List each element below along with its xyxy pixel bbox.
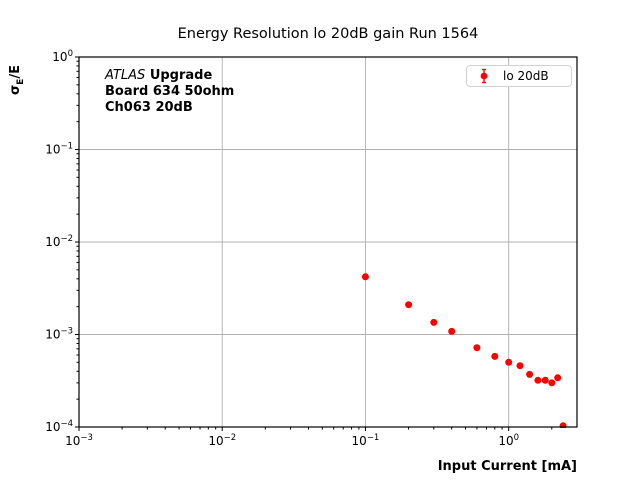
data-point — [361, 273, 369, 281]
tick-label: 10−4 — [45, 419, 73, 434]
legend-box: lo 20dB — [466, 65, 572, 87]
tick-label: 10−2 — [208, 433, 236, 448]
tick-label: 100 — [498, 433, 519, 448]
data-point — [505, 358, 513, 366]
data-point — [516, 362, 524, 370]
x-axis-label: Input Current [mA] — [437, 459, 577, 474]
tick-label: 10−1 — [45, 142, 73, 157]
tick-label: 10−2 — [45, 234, 73, 249]
data-point — [491, 352, 499, 360]
data-point — [548, 379, 556, 387]
data-point — [405, 301, 413, 309]
tick-label: 100 — [52, 49, 73, 64]
tick-label: 10−1 — [352, 433, 380, 448]
legend-label: lo 20dB — [503, 69, 549, 83]
data-point — [448, 327, 456, 335]
data-point — [526, 370, 534, 378]
axis-ticks — [75, 56, 553, 431]
data-point — [554, 374, 562, 382]
annotation-line-3: Ch063 20dB — [105, 100, 193, 115]
annotation-line-1: ATLAS Upgrade — [105, 68, 213, 83]
annotation-line-2: Board 634 50ohm — [105, 84, 235, 99]
data-point — [541, 376, 549, 384]
chart-title: Energy Resolution lo 20dB gain Run 1564 — [177, 26, 479, 42]
annotation-text: ATLAS Upgrade Board 634 50ohm Ch063 20dB — [105, 68, 234, 116]
data-point — [534, 376, 542, 384]
y-axis-label: σE/E — [8, 65, 26, 95]
tick-label: 10−3 — [65, 433, 93, 448]
data-points — [361, 273, 567, 428]
data-point — [473, 344, 481, 352]
data-point — [430, 318, 438, 326]
tick-label: 10−3 — [45, 327, 73, 342]
data-point — [559, 422, 567, 428]
errorbar-marker-icon — [480, 68, 488, 84]
